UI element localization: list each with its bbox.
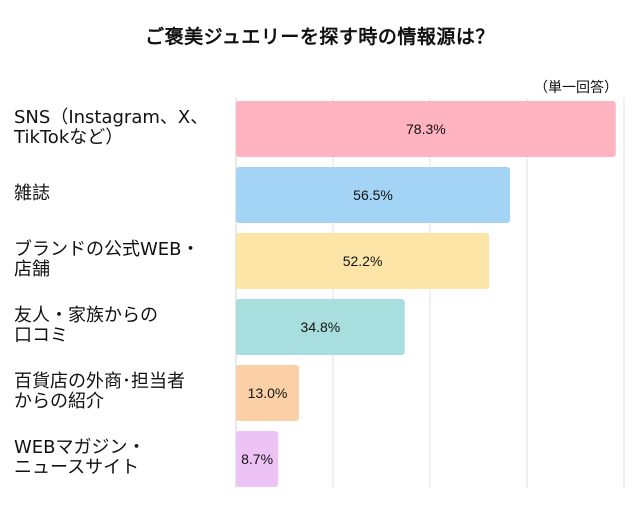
- bar: [236, 365, 300, 421]
- data-label: 78.3%: [406, 121, 446, 137]
- category-label-line: TikTokなど）: [14, 127, 124, 148]
- chart-note: （単一回答）: [534, 80, 618, 96]
- category-label-line: 雑誌: [14, 183, 50, 204]
- category-label-line: WEBマガジン・: [14, 437, 146, 458]
- category-label-line: 口コミ: [14, 325, 68, 346]
- category-label: 雑誌: [14, 184, 229, 204]
- category-label: SNS（Instagram、X、 TikTokなど）: [14, 108, 229, 148]
- bar: [236, 233, 490, 289]
- data-label: 52.2%: [343, 253, 383, 269]
- category-label: ブランドの公式WEB・ 店舗: [14, 240, 229, 280]
- chart-title: ご褒美ジュエリーを探す時の情報源は？: [145, 26, 495, 48]
- category-label-line: ニュースサイト: [14, 457, 140, 478]
- bar: [236, 299, 405, 355]
- category-label: WEBマガジン・ ニュースサイト: [14, 438, 229, 478]
- data-label: 13.0%: [248, 385, 288, 401]
- data-label: 34.8%: [301, 319, 341, 335]
- data-label: 56.5%: [353, 187, 393, 203]
- category-label-line: 店舗: [14, 259, 50, 280]
- category-label-line: 百貨店の外商･担当者: [14, 371, 185, 392]
- bar: [236, 101, 616, 157]
- category-label-line: SNS（Instagram、X、: [14, 107, 209, 128]
- category-label-line: 友人・家族からの: [14, 305, 158, 326]
- category-label: 百貨店の外商･担当者 からの紹介: [14, 372, 229, 412]
- bar: [236, 431, 279, 487]
- bar: [236, 167, 511, 223]
- category-label: 友人・家族からの 口コミ: [14, 306, 229, 346]
- category-label-line: からの紹介: [14, 391, 104, 412]
- data-label: 8.7%: [241, 451, 273, 467]
- category-label-line: ブランドの公式WEB・: [14, 239, 200, 260]
